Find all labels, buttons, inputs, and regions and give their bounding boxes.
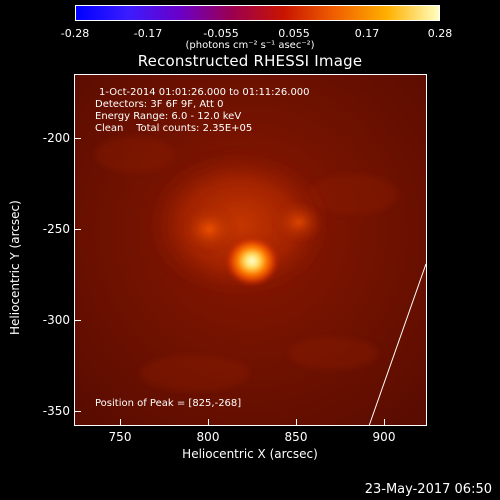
peak-position-text: Position of Peak = [825,-268] xyxy=(95,398,242,409)
x-tick-label: 800 xyxy=(196,430,220,444)
energy-range-text: Energy Range: 6.0 - 12.0 keV xyxy=(95,111,242,122)
x-tick-label: 850 xyxy=(284,430,308,444)
colorbar-tick: 0.055 xyxy=(278,27,310,40)
y-tick-label: -300 xyxy=(42,313,70,327)
detectors-text: Detectors: 3F 6F 9F, Att 0 xyxy=(95,99,224,110)
colorbar-tick: 0.28 xyxy=(427,27,453,40)
colorbar-tick: 0.17 xyxy=(354,27,380,40)
time-range-text: 1-Oct-2014 01:01:26.000 to 01:11:26.000 xyxy=(99,87,310,98)
colorbar-units: (photons cm⁻² s⁻¹ asec⁻²) xyxy=(185,40,315,51)
rhessi-image-panel: 1-Oct-2014 01:01:26.000 to 01:11:26.000 … xyxy=(74,74,427,426)
timestamp: 23-May-2017 06:50 xyxy=(364,482,492,497)
y-axis-label: Heliocentric Y (arcsec) xyxy=(8,200,22,335)
flare-image xyxy=(75,75,426,425)
y-tick-label: -250 xyxy=(42,222,70,236)
colorbar-tick: -0.055 xyxy=(203,27,239,40)
image-title: Reconstructed RHESSI Image xyxy=(137,52,363,70)
colorbar-tick: -0.17 xyxy=(133,27,163,40)
colorbar-tick: -0.28 xyxy=(60,27,90,40)
y-tick-label: -350 xyxy=(42,404,70,418)
colorbar xyxy=(75,5,440,21)
limb-line xyxy=(368,263,426,425)
clean-counts-text: Clean Total counts: 2.35E+05 xyxy=(95,123,253,134)
x-axis-label: Heliocentric X (arcsec) xyxy=(182,447,318,461)
x-tick-label: 750 xyxy=(108,430,132,444)
y-tick-label: -200 xyxy=(42,131,70,145)
x-tick-label: 900 xyxy=(372,430,396,444)
